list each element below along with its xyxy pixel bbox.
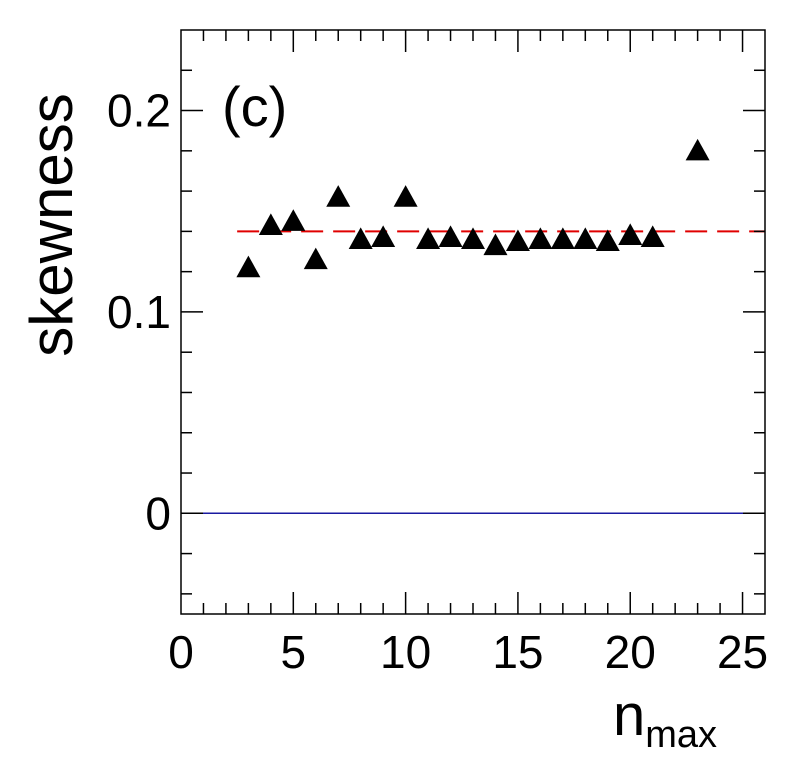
data-point <box>573 227 598 250</box>
data-point <box>438 225 463 248</box>
data-point <box>371 225 396 248</box>
data-point <box>505 229 530 252</box>
data-point <box>281 209 306 231</box>
data-point <box>348 227 373 250</box>
y-tick-label: 0.1 <box>107 286 171 338</box>
x-tick-label: 5 <box>281 626 307 678</box>
data-point <box>483 233 508 256</box>
panel-label: (c) <box>222 75 287 138</box>
data-points <box>236 138 710 278</box>
x-axis-title: nmax <box>613 683 717 756</box>
data-point <box>528 227 553 250</box>
data-point <box>236 255 261 278</box>
y-axis-title: skewness <box>18 93 85 356</box>
data-point <box>640 225 665 248</box>
y-tick-label: 0 <box>145 487 171 539</box>
reference-lines <box>181 230 765 515</box>
data-point <box>685 138 710 161</box>
x-tick-label: 25 <box>717 626 768 678</box>
tick-marks <box>181 30 765 614</box>
data-point <box>258 213 283 235</box>
y-tick-label: 0.2 <box>107 85 171 137</box>
data-point <box>595 229 620 252</box>
data-point <box>393 185 418 207</box>
data-point <box>326 185 351 207</box>
data-point <box>416 227 441 250</box>
x-tick-label: 15 <box>492 626 543 678</box>
x-tick-label: 20 <box>605 626 656 678</box>
x-axis-title-main: n <box>613 683 645 748</box>
data-point <box>303 247 328 270</box>
data-point <box>550 227 575 250</box>
y-tick-labels: 0 0.1 0.2 <box>107 85 171 540</box>
data-point <box>461 227 485 250</box>
x-tick-label: 0 <box>168 626 194 678</box>
x-axis-title-subscript: max <box>645 714 717 756</box>
x-tick-label: 10 <box>380 626 431 678</box>
x-tick-labels: 0 5 10 15 20 25 <box>168 626 768 678</box>
data-point <box>618 223 643 246</box>
